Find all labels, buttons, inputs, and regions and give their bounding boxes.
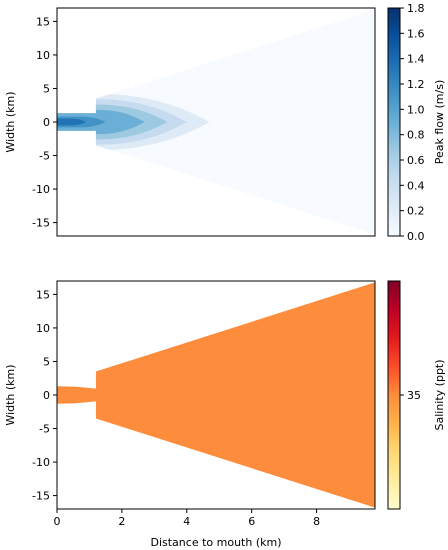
flow-ytick-label: 0 (43, 116, 50, 129)
salinity-ytick-label: -5 (39, 423, 50, 436)
flow-ytick-label: -15 (32, 217, 50, 230)
salinity-ytick-label: 10 (36, 322, 50, 335)
flow-cbtick-label: 1.6 (407, 27, 425, 40)
salinity-xtick-label: 0 (54, 515, 61, 528)
salinity-xtick-label: 6 (248, 515, 255, 528)
salinity-ytick-label: -10 (32, 456, 50, 469)
salinity-ylabel: Width (km) (4, 364, 17, 425)
flow-contours (57, 9, 375, 235)
salinity-xlabel: Distance to mouth (km) (150, 536, 281, 549)
salinity-xtick-label: 8 (313, 515, 320, 528)
flow-cbtick-label: 1.2 (407, 78, 425, 91)
flow-ytick-label: 5 (43, 82, 50, 95)
flow-ytick-label: 10 (36, 49, 50, 62)
salinity-ytick-label: 0 (43, 389, 50, 402)
flow-panel: 15 10 5 0 -5 -10 -15 Width (km) 1.8 1.6 1.4 1.2 1.0 0… (4, 2, 446, 243)
flow-cbtick-label: 0.6 (407, 154, 425, 167)
salinity-ytick-label: 15 (36, 288, 50, 301)
flow-cbtick-label: 0.4 (407, 179, 425, 192)
flow-cbtick-label: 0.2 (407, 205, 425, 218)
flow-colorbar (387, 7, 401, 237)
flow-ytick-label: -5 (39, 150, 50, 163)
flow-cbtick-label: 1.8 (407, 2, 425, 15)
flow-cbtick-label: 0.8 (407, 129, 425, 142)
salinity-panel: 15 10 5 0 -5 -10 -15 0 2 4 6 8 Width (km) Distance to… (4, 280, 446, 549)
flow-ytick-label: 15 (36, 15, 50, 28)
flow-cbtick-label: 1.0 (407, 103, 425, 116)
flow-cbtick-label: 0.0 (407, 230, 425, 243)
flow-cbtick-label: 1.4 (407, 53, 425, 66)
flow-contour-band (57, 118, 87, 126)
salinity-field (57, 282, 375, 508)
flow-contour-band (57, 9, 375, 235)
flow-ylabel: Width (km) (4, 91, 17, 152)
salinity-colorbar-label: Salinity (ppt) (433, 359, 446, 430)
salinity-ytick-label: -15 (32, 490, 50, 503)
salinity-ytick-label: 5 (43, 355, 50, 368)
flow-colorbar-label: Peak flow (m/s) (433, 80, 446, 165)
salinity-colorbar (387, 280, 401, 510)
salinity-cbtick-label: 35 (407, 389, 421, 402)
flow-ytick-label: -10 (32, 183, 50, 196)
salinity-xtick-label: 4 (183, 515, 190, 528)
salinity-xtick-label: 2 (118, 515, 125, 528)
